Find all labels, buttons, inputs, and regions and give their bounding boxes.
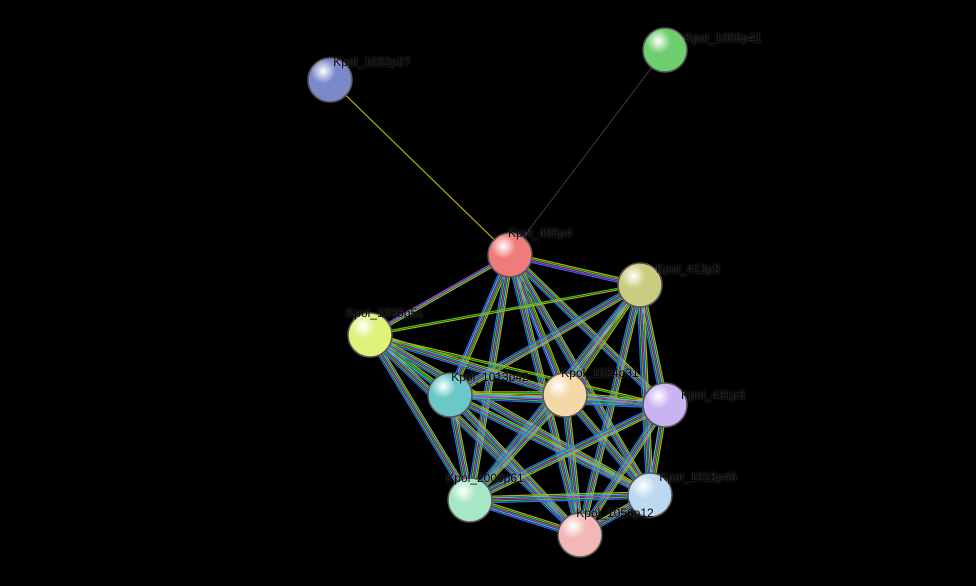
network-graph: Kpol_1032p27Kpol_1055p41Kpol_495p4Kpol_4… bbox=[0, 0, 976, 586]
graph-node[interactable] bbox=[618, 263, 662, 307]
graph-node[interactable] bbox=[348, 313, 392, 357]
graph-node[interactable] bbox=[643, 28, 687, 72]
node-layer bbox=[0, 0, 976, 586]
graph-node[interactable] bbox=[643, 383, 687, 427]
graph-node[interactable] bbox=[628, 473, 672, 517]
graph-node[interactable] bbox=[448, 478, 492, 522]
graph-node[interactable] bbox=[428, 373, 472, 417]
graph-node[interactable] bbox=[543, 373, 587, 417]
graph-node[interactable] bbox=[488, 233, 532, 277]
graph-node[interactable] bbox=[308, 58, 352, 102]
graph-node[interactable] bbox=[558, 513, 602, 557]
